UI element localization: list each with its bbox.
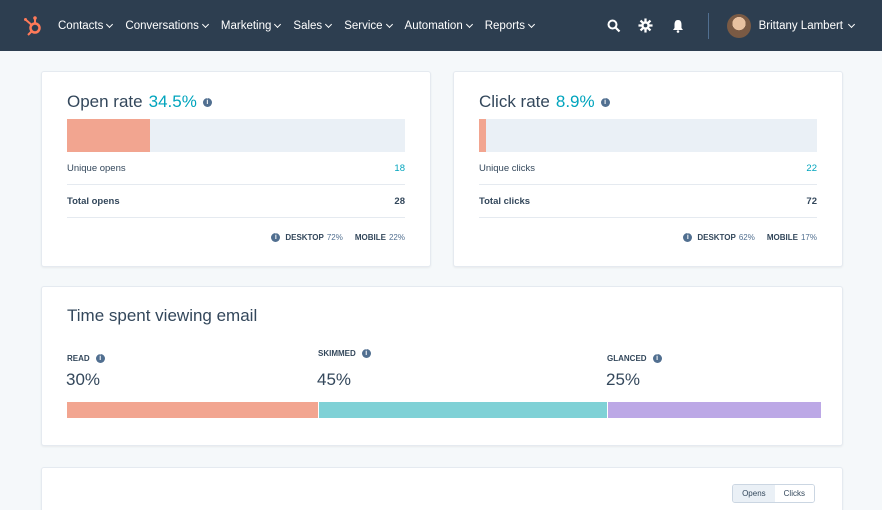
nav-item-automation[interactable]: Automation — [405, 20, 473, 32]
nav-right: Brittany Lambert — [606, 0, 882, 51]
info-icon[interactable]: i — [652, 354, 662, 363]
open-rate-bar — [67, 119, 405, 152]
info-icon[interactable]: i — [361, 349, 371, 358]
nav-item-sales[interactable]: Sales — [293, 20, 333, 32]
open-device-breakdown: i DESKTOP 72% MOBILE 22% — [67, 230, 405, 244]
chevron-down-icon — [385, 20, 393, 28]
nav-divider — [707, 12, 709, 39]
time-spent-card: Time spent viewing email READ i 30% SKIM… — [41, 286, 843, 446]
nav-item-marketing[interactable]: Marketing — [221, 20, 282, 32]
skimmed-value: 45% — [317, 370, 352, 389]
read-value: 30% — [66, 370, 101, 389]
chevron-down-icon — [325, 20, 333, 28]
chevron-down-icon[interactable] — [847, 20, 856, 28]
info-icon[interactable]: i — [683, 232, 693, 242]
skimmed-label: SKIMMED i — [318, 349, 371, 358]
engagement-card: Opens Clicks — [41, 467, 843, 510]
glanced-segment — [606, 402, 821, 418]
glanced-label: GLANCED i — [607, 354, 662, 363]
nav-item-service[interactable]: Service — [344, 20, 393, 32]
total-clicks-value: 72 — [806, 195, 817, 207]
unique-opens-link[interactable]: 18 — [394, 162, 405, 174]
click-rate-bar — [479, 119, 817, 152]
nav-menu: Contacts Conversations Marketing Sales S… — [58, 0, 547, 51]
open-rate-title: Open rate 34.5% i — [67, 92, 212, 112]
search-icon[interactable] — [606, 18, 622, 34]
total-opens-value: 28 — [394, 195, 405, 207]
time-spent-title: Time spent viewing email — [67, 306, 258, 325]
info-icon[interactable]: i — [202, 97, 212, 107]
avatar[interactable] — [726, 13, 751, 38]
time-spent-bar — [67, 402, 821, 418]
chevron-down-icon — [106, 20, 114, 28]
open-rate-bar-fill — [67, 119, 150, 152]
top-nav: Contacts Conversations Marketing Sales S… — [0, 0, 882, 51]
chevron-down-icon — [274, 20, 282, 28]
hubspot-logo-icon[interactable] — [22, 15, 44, 37]
info-icon[interactable]: i — [271, 232, 281, 242]
gear-icon[interactable] — [638, 18, 654, 34]
skimmed-segment — [318, 402, 607, 418]
read-segment — [67, 402, 319, 418]
click-rate-bar-fill — [479, 119, 486, 152]
click-rate-card: Click rate 8.9% i Unique clicks 22 Total… — [453, 71, 843, 267]
info-icon[interactable]: i — [600, 97, 610, 107]
toggle-opens[interactable]: Opens — [733, 485, 775, 502]
click-device-breakdown: i DESKTOP 62% MOBILE 17% — [479, 230, 817, 244]
bell-icon[interactable] — [670, 18, 686, 34]
glanced-value: 25% — [606, 370, 641, 389]
open-rate-value: 34.5% — [148, 92, 197, 111]
nav-item-conversations[interactable]: Conversations — [125, 20, 209, 32]
chevron-down-icon — [465, 20, 473, 28]
click-rate-title: Click rate 8.9% i — [479, 92, 610, 112]
user-name[interactable]: Brittany Lambert — [758, 19, 843, 32]
unique-opens-row: Unique opens 18 — [67, 152, 405, 185]
unique-clicks-link[interactable]: 22 — [806, 162, 817, 174]
unique-clicks-row: Unique clicks 22 — [479, 152, 817, 185]
opens-clicks-toggle: Opens Clicks — [732, 484, 815, 503]
open-rate-card: Open rate 34.5% i Unique opens 18 Total … — [41, 71, 431, 267]
click-rate-value: 8.9% — [555, 92, 595, 111]
total-clicks-row: Total clicks 72 — [479, 185, 817, 218]
nav-item-reports[interactable]: Reports — [485, 20, 536, 32]
read-label: READ i — [67, 354, 105, 363]
chevron-down-icon — [201, 20, 209, 28]
total-opens-row: Total opens 28 — [67, 185, 405, 218]
toggle-clicks[interactable]: Clicks — [774, 485, 814, 502]
chevron-down-icon — [527, 20, 536, 28]
nav-item-contacts[interactable]: Contacts — [58, 20, 114, 32]
info-icon[interactable]: i — [95, 354, 105, 363]
